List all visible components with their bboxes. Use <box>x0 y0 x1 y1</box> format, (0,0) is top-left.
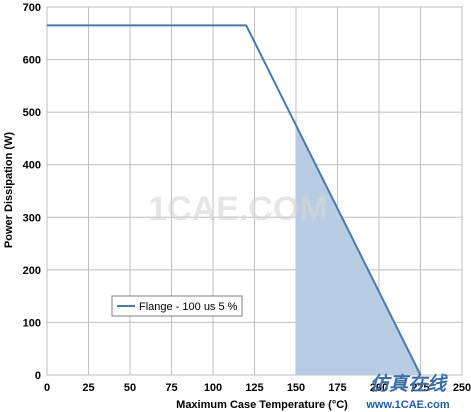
corner-watermark-url: www.1CAE.com <box>365 399 450 411</box>
x-tick-label-9: 225 <box>411 382 429 394</box>
x-tick-label-7: 175 <box>328 382 346 394</box>
x-tick-label-6: 150 <box>287 382 305 394</box>
y-tick-label-1: 100 <box>23 317 41 329</box>
y-tick-label-5: 500 <box>23 107 41 119</box>
series-line-0 <box>47 24 422 376</box>
y-tick-label-0: 0 <box>35 370 41 382</box>
x-tick-label-8: 200 <box>370 382 388 394</box>
x-tick-label-5: 125 <box>245 382 263 394</box>
series-group <box>47 24 422 376</box>
x-tick-labels: 0 25 50 75 100 125 150 175 200 225 250 <box>44 382 471 394</box>
y-tick-labels: 0 100 200 300 400 500 600 700 <box>23 2 41 382</box>
x-tick-label-1: 25 <box>82 382 94 394</box>
x-tick-label-10: 250 <box>453 382 471 394</box>
y-tick-label-3: 300 <box>23 212 41 224</box>
x-tick-label-0: 0 <box>44 382 50 394</box>
x-tick-label-3: 75 <box>165 382 177 394</box>
y-tick-label-6: 600 <box>23 55 41 67</box>
x-tick-label-2: 50 <box>124 382 136 394</box>
x-axis-label: Maximum Case Temperature (°C) <box>176 399 348 411</box>
corner-watermark-cn: 仿真在线 <box>370 373 448 395</box>
y-axis-label: Power Dissipation (W) <box>3 132 15 248</box>
y-tick-label-4: 400 <box>23 160 41 172</box>
x-tick-label-4: 100 <box>204 382 222 394</box>
center-watermark: 1CAE.COM <box>148 190 327 228</box>
y-tick-label-2: 200 <box>23 265 41 277</box>
legend-label-0: Flange - 100 us 5 % <box>139 301 238 313</box>
legend: Flange - 100 us 5 % <box>111 295 243 317</box>
y-tick-label-7: 700 <box>23 2 41 14</box>
legend-box <box>111 295 243 317</box>
